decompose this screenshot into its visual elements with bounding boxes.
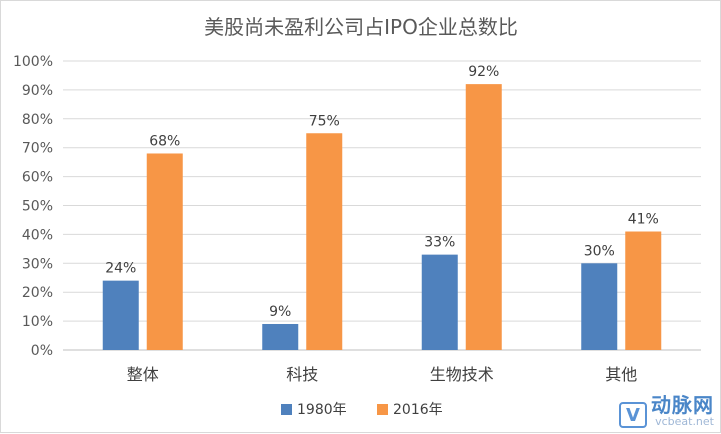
y-tick-label: 0% (31, 343, 53, 359)
bar-series1 (421, 254, 458, 350)
data-label: 30% (584, 243, 615, 259)
data-label: 92% (468, 64, 499, 80)
y-tick-label: 60% (22, 170, 53, 186)
watermark-url: vcbeat.net (655, 415, 714, 428)
y-tick-label: 100% (13, 54, 53, 70)
data-label: 41% (628, 212, 659, 228)
bar-series2 (625, 231, 662, 350)
legend-swatch (377, 404, 388, 415)
y-tick-label: 30% (22, 256, 53, 272)
bar-series1 (262, 323, 299, 350)
bar-series1 (581, 263, 618, 350)
x-tick-label: 其他 (605, 365, 637, 384)
data-label: 68% (149, 133, 180, 149)
bar-series2 (306, 133, 343, 350)
y-tick-label: 80% (22, 112, 53, 128)
y-tick-label: 10% (22, 314, 53, 330)
vcbeat-logo: V (619, 402, 647, 428)
bar-series2 (465, 84, 502, 351)
y-tick-label: 90% (22, 83, 53, 99)
y-tick-label: 20% (22, 285, 53, 301)
bar-series1 (102, 280, 139, 350)
watermark: V 动脉网 vcbeat.net (619, 394, 714, 428)
x-tick-label: 科技 (286, 365, 318, 384)
y-tick-label: 70% (22, 141, 53, 157)
data-label: 9% (269, 304, 291, 320)
x-tick-label: 生物技术 (430, 365, 494, 384)
chart-title: 美股尚未盈利公司占IPO企业总数比 (204, 15, 518, 39)
legend-label: 1980年 (297, 402, 347, 418)
x-tick-label: 整体 (127, 365, 159, 384)
data-label: 75% (309, 113, 340, 129)
watermark-name: 动脉网 (651, 393, 714, 417)
data-label: 33% (424, 235, 455, 251)
y-tick-label: 50% (22, 199, 53, 215)
bar-series2 (146, 153, 183, 350)
y-tick-label: 40% (22, 227, 53, 243)
legend-label: 2016年 (393, 402, 443, 418)
legend-swatch (281, 404, 292, 415)
data-label: 24% (105, 261, 136, 277)
